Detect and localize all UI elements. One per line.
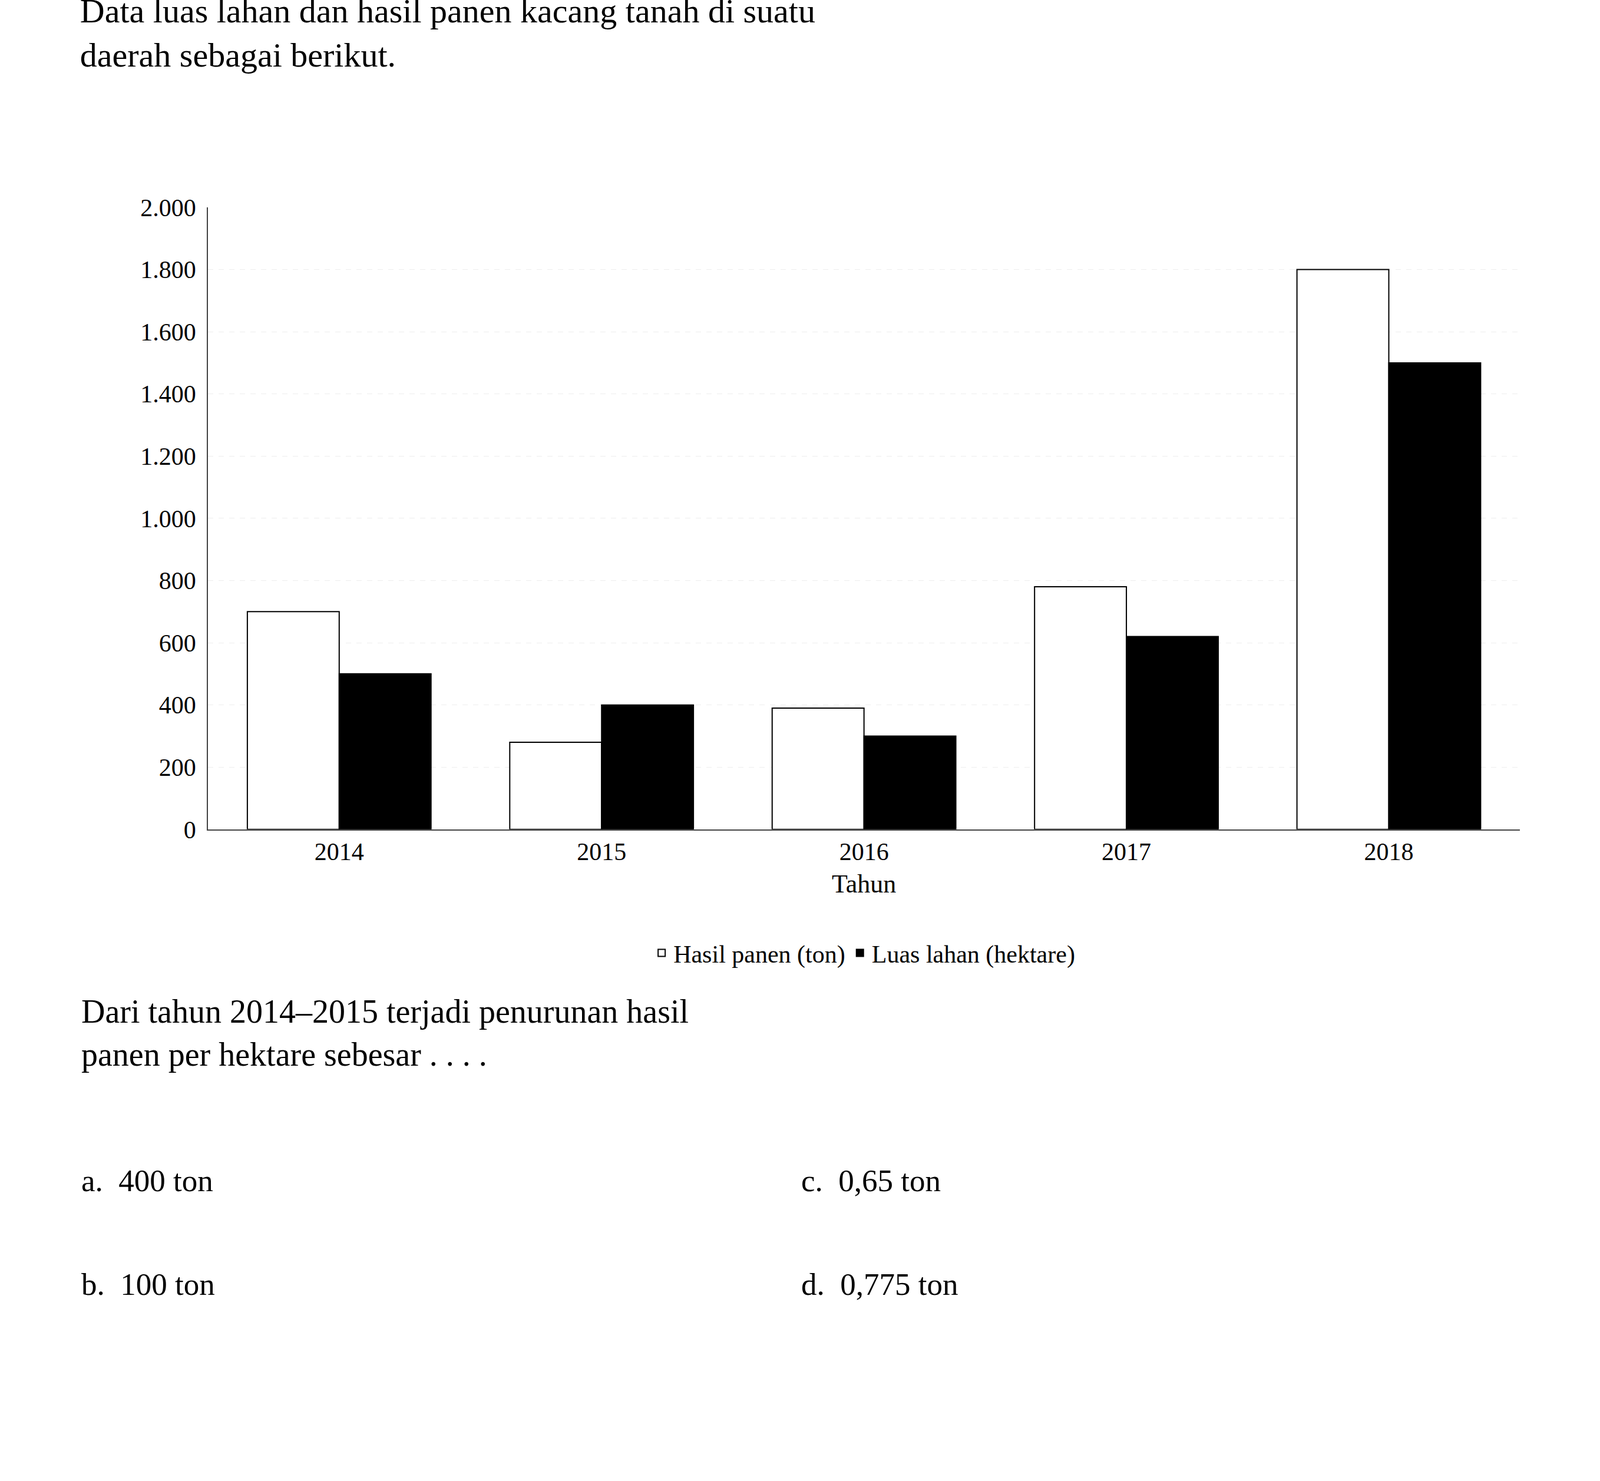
svg-text:2014: 2014 [314,838,365,866]
svg-text:1.200: 1.200 [140,443,197,471]
svg-text:2017: 2017 [1101,838,1152,866]
svg-text:Hasil panen (ton): Hasil panen (ton) [673,940,846,969]
svg-text:1.400: 1.400 [140,380,197,408]
svg-text:1.600: 1.600 [140,318,197,346]
svg-text:b. 100 ton: b. 100 ton [81,1267,216,1302]
svg-text:Data luas lahan dan hasil pane: Data luas lahan dan hasil panen kacang t… [80,0,816,75]
svg-text:1.000: 1.000 [140,505,197,533]
svg-text:2015: 2015 [576,838,627,866]
svg-text:Luas lahan (hektare): Luas lahan (hektare) [871,940,1076,969]
svg-text:Tahun: Tahun [831,869,897,899]
svg-text:Dari tahun 2014–2015 terjadi p: Dari tahun 2014–2015 terjadi penurunan h… [81,993,689,1073]
svg-text:a. 400 ton: a. 400 ton [81,1163,214,1198]
svg-text:2016: 2016 [839,838,889,866]
svg-text:d. 0,775 ton: d. 0,775 ton [801,1267,958,1302]
svg-text:400: 400 [159,691,197,719]
svg-text:2.000: 2.000 [140,194,197,222]
svg-text:600: 600 [159,629,197,657]
svg-text:1.800: 1.800 [140,256,197,284]
svg-text:800: 800 [159,567,197,595]
svg-text:200: 200 [159,754,197,782]
svg-text:2018: 2018 [1363,838,1414,866]
svg-text:c. 0,65 ton: c. 0,65 ton [801,1163,941,1198]
svg-text:0: 0 [183,816,197,844]
